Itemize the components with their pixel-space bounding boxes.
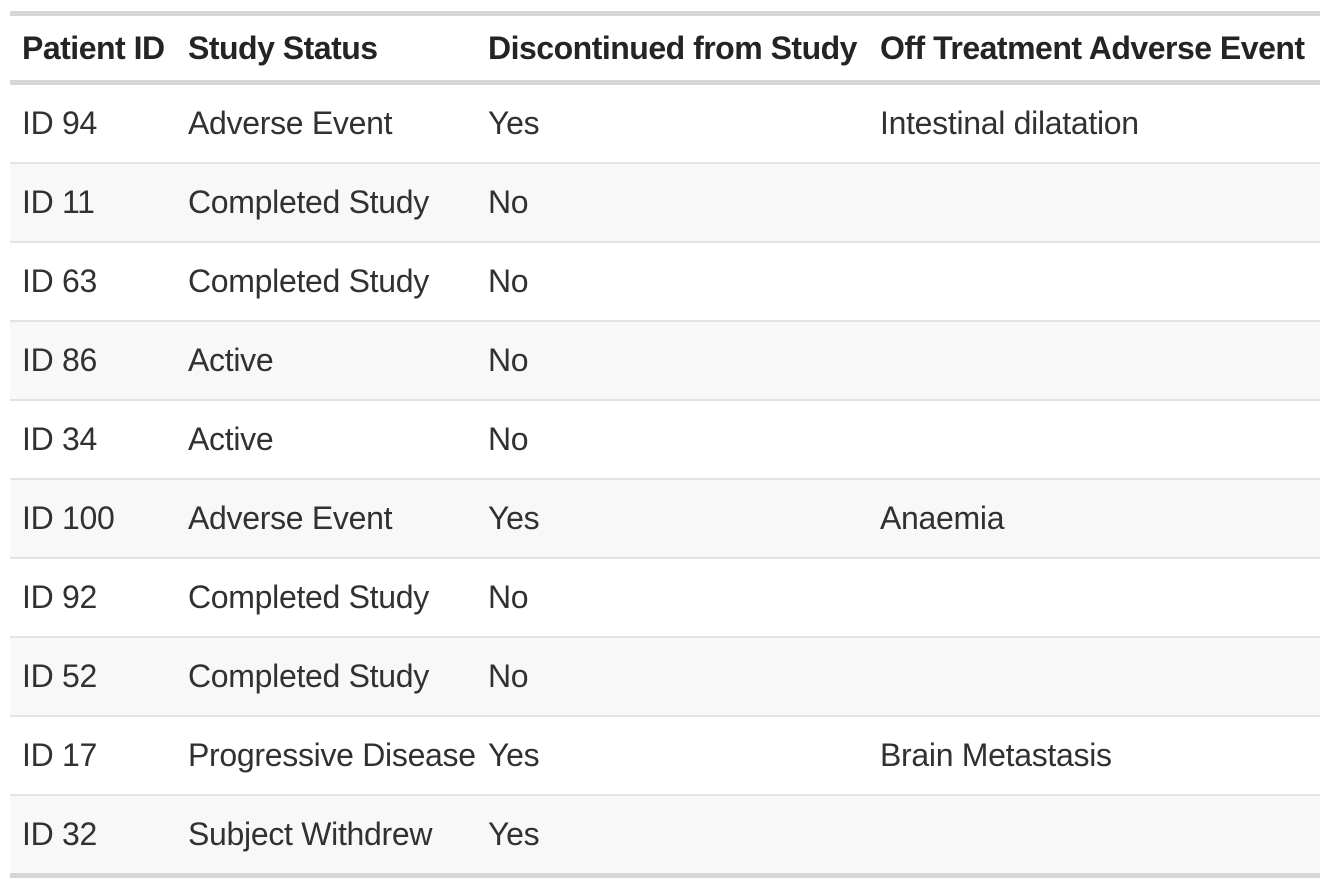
cell-study-status: Completed Study xyxy=(188,579,429,615)
table-row[interactable]: ID 63 Completed Study No xyxy=(10,241,1320,320)
cell-study-status: Active xyxy=(188,342,274,378)
cell-discontinued-from-study: No xyxy=(488,184,529,220)
column-header-discontinued-from-study[interactable]: Discontinued from Study xyxy=(488,29,857,66)
cell-study-status: Active xyxy=(188,421,274,457)
cell-study-status: Adverse Event xyxy=(188,105,393,141)
cell-discontinued-from-study: Yes xyxy=(488,105,540,141)
table-row[interactable]: ID 32 Subject Withdrew Yes xyxy=(10,794,1320,873)
cell-patient-id: ID 11 xyxy=(22,184,95,220)
cell-patient-id: ID 94 xyxy=(22,105,97,141)
cell-patient-id: ID 52 xyxy=(22,658,97,694)
table-row[interactable]: ID 86 Active No xyxy=(10,320,1320,399)
table-body: ID 94 Adverse Event Yes Intestinal dilatati… xyxy=(10,85,1320,873)
cell-discontinued-from-study: Yes xyxy=(488,816,540,852)
table-row[interactable]: ID 92 Completed Study No xyxy=(10,557,1320,636)
cell-study-status: Adverse Event xyxy=(188,500,393,536)
table-row[interactable]: ID 52 Completed Study No xyxy=(10,636,1320,715)
cell-patient-id: ID 100 xyxy=(22,500,115,536)
cell-off-treatment-adverse-event: Intestinal dilatation xyxy=(880,105,1139,141)
cell-discontinued-from-study: No xyxy=(488,658,529,694)
cell-study-status: Progressive Disease xyxy=(188,737,476,773)
cell-study-status: Completed Study xyxy=(188,184,429,220)
cell-patient-id: ID 32 xyxy=(22,816,97,852)
cell-off-treatment-adverse-event: Anaemia xyxy=(880,500,1005,536)
cell-patient-id: ID 63 xyxy=(22,263,97,299)
cell-discontinued-from-study: No xyxy=(488,342,529,378)
column-header-study-status[interactable]: Study Status xyxy=(188,29,378,66)
table-row[interactable]: ID 17 Progressive Disease Yes Brain Metasta… xyxy=(10,715,1320,794)
table-row[interactable]: ID 11 Completed Study No xyxy=(10,162,1320,241)
cell-study-status: Completed Study xyxy=(188,263,429,299)
cell-patient-id: ID 34 xyxy=(22,421,97,457)
table-row[interactable]: ID 94 Adverse Event Yes Intestinal dilatati… xyxy=(10,85,1320,162)
cell-discontinued-from-study: No xyxy=(488,263,529,299)
cell-study-status: Subject Withdrew xyxy=(188,816,433,852)
table-row[interactable]: ID 100 Adverse Event Yes Anaemia xyxy=(10,478,1320,557)
cell-discontinued-from-study: Yes xyxy=(488,500,540,536)
column-header-patient-id[interactable]: Patient ID xyxy=(22,29,165,66)
cell-off-treatment-adverse-event: Brain Metastasis xyxy=(880,737,1112,773)
table-row[interactable]: ID 34 Active No xyxy=(10,399,1320,478)
cell-patient-id: ID 86 xyxy=(22,342,97,378)
column-header-off-treatment-adverse-event[interactable]: Off Treatment Adverse Event xyxy=(880,29,1305,66)
table-header-row: Patient ID Study Status Discontinued from … xyxy=(10,16,1320,85)
cell-discontinued-from-study: No xyxy=(488,579,529,615)
cell-patient-id: ID 92 xyxy=(22,579,97,615)
patient-status-table: Patient ID Study Status Discontinued from … xyxy=(10,11,1320,878)
cell-discontinued-from-study: Yes xyxy=(488,737,540,773)
cell-patient-id: ID 17 xyxy=(22,737,97,773)
cell-study-status: Completed Study xyxy=(188,658,429,694)
cell-discontinued-from-study: No xyxy=(488,421,529,457)
